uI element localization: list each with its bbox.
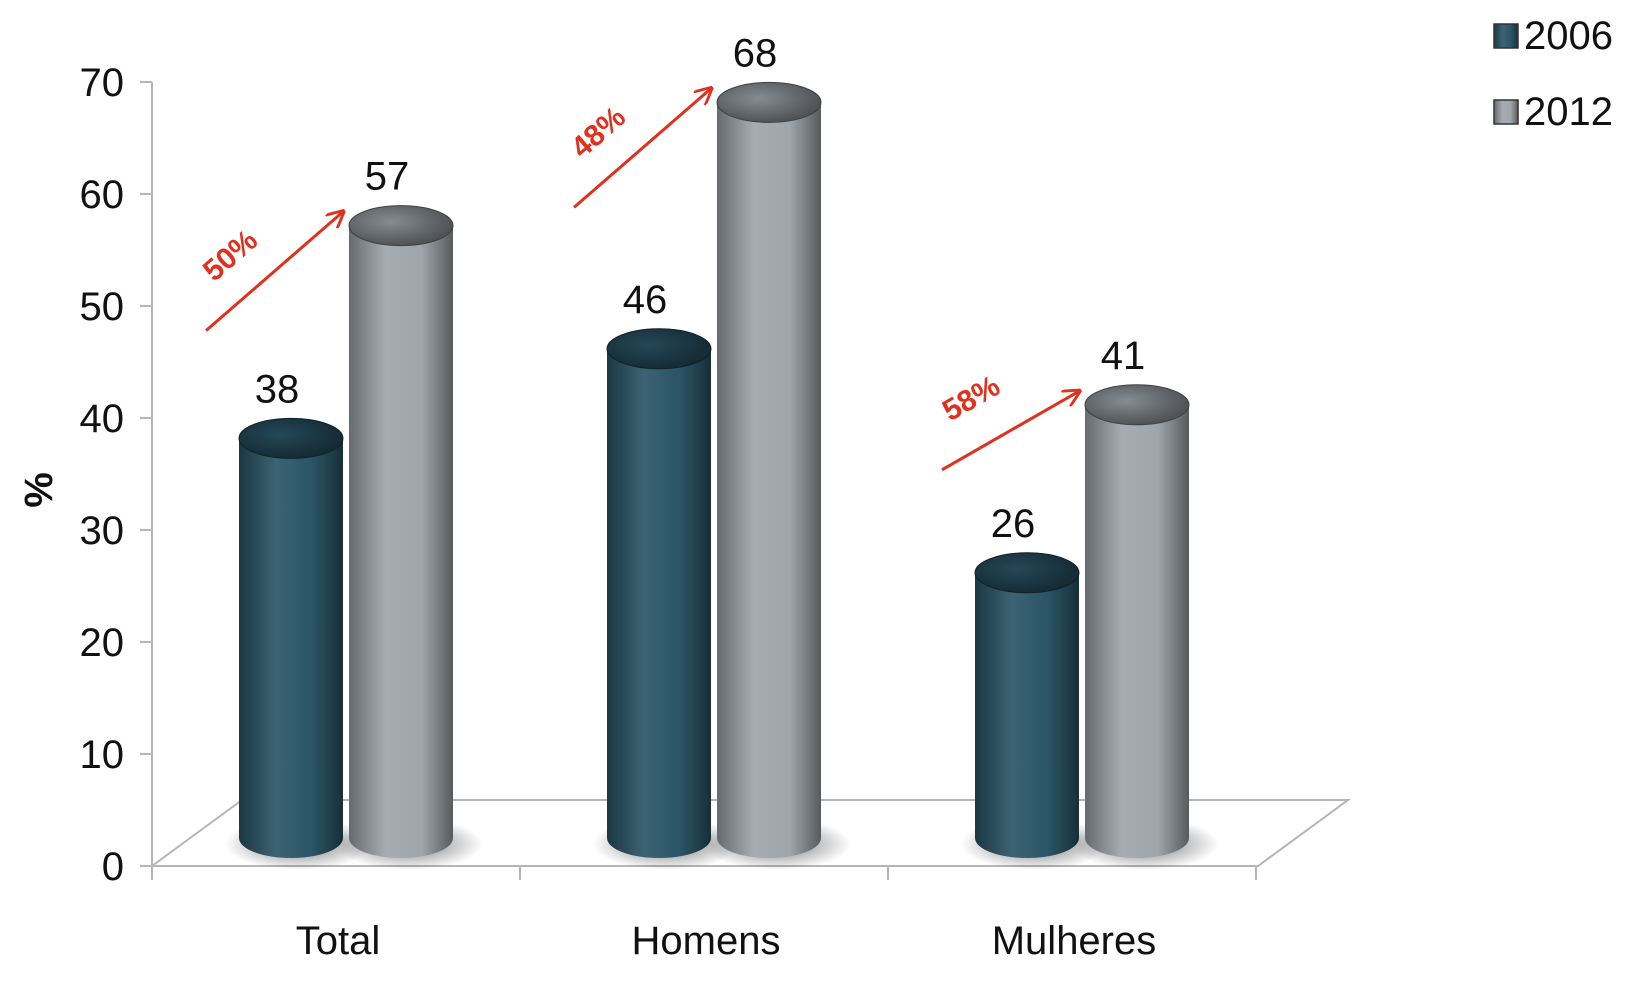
bar-2012-mulheres xyxy=(1071,384,1219,870)
bars xyxy=(225,81,1219,870)
x-axis: Total Homens Mulheres xyxy=(151,865,1258,963)
bar-body xyxy=(349,225,453,858)
change-arrow xyxy=(205,213,342,332)
bar-2012-homens xyxy=(703,81,851,870)
bar-top xyxy=(716,81,822,123)
y-tick-label: 70 xyxy=(80,61,125,105)
value-label: 26 xyxy=(991,502,1036,546)
bar-top xyxy=(1084,384,1190,426)
y-axis-title: % xyxy=(17,472,61,508)
bar-2006-homens xyxy=(593,328,741,870)
change-arrow xyxy=(941,392,1078,472)
bar-top xyxy=(238,417,344,459)
y-tick-label: 40 xyxy=(80,397,125,441)
bar-2006-total xyxy=(225,417,373,870)
legend-label: 2012 xyxy=(1524,90,1613,134)
change-label: 50% xyxy=(197,224,264,288)
bar-body xyxy=(1085,404,1189,858)
bar-top xyxy=(606,328,712,370)
y-tick-label: 0 xyxy=(102,845,124,889)
value-label: 46 xyxy=(623,278,668,322)
value-labels: 38 57 46 68 26 41 xyxy=(255,31,1146,545)
y-tick-label: 10 xyxy=(80,733,125,777)
value-label: 57 xyxy=(365,155,410,199)
bar-top xyxy=(348,205,454,247)
y-tick-label: 50 xyxy=(80,285,125,329)
value-label: 38 xyxy=(255,367,300,411)
change-annotation: 50% xyxy=(197,213,342,332)
bar-2012-total xyxy=(335,205,483,870)
value-label: 41 xyxy=(1101,334,1146,378)
bar-body xyxy=(607,348,711,858)
legend: 2006 2012 xyxy=(1493,14,1613,134)
bar-body xyxy=(239,438,343,858)
change-arrow xyxy=(573,89,710,209)
legend-item-2012: 2012 xyxy=(1493,90,1613,134)
y-tick-label: 20 xyxy=(80,621,125,665)
change-label: 48% xyxy=(565,100,632,164)
bar-2006-mulheres xyxy=(961,552,1109,870)
bar-top xyxy=(974,552,1080,594)
change-annotation: 58% xyxy=(937,369,1078,472)
category-label: Homens xyxy=(632,919,781,963)
bar-body xyxy=(717,102,821,858)
legend-item-2006: 2006 xyxy=(1493,14,1613,58)
y-tick-label: 60 xyxy=(80,173,125,217)
legend-swatch xyxy=(1493,23,1519,49)
category-label: Mulheres xyxy=(992,919,1157,963)
change-annotation: 48% xyxy=(565,89,710,209)
legend-label: 2006 xyxy=(1524,14,1613,58)
y-tick-label: 30 xyxy=(80,509,125,553)
bar-body xyxy=(975,572,1079,858)
legend-swatch xyxy=(1493,99,1519,125)
change-label: 58% xyxy=(937,369,1006,427)
category-label: Total xyxy=(296,919,381,963)
value-label: 68 xyxy=(733,31,778,75)
y-axis: 0 10 20 30 40 50 60 70 xyxy=(80,61,153,889)
